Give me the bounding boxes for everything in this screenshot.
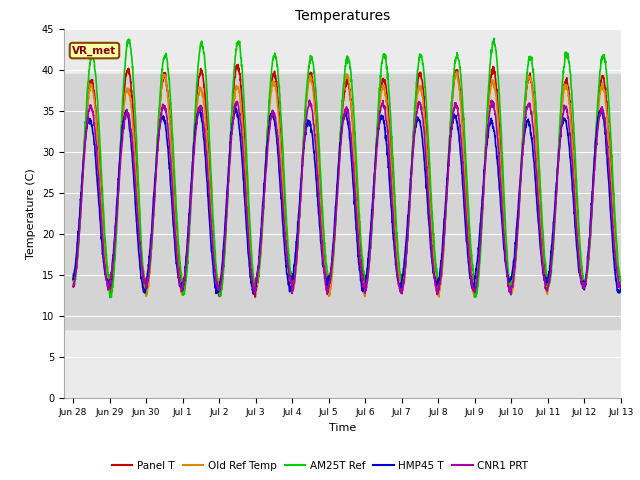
Bar [64,74,621,329]
Y-axis label: Temperature (C): Temperature (C) [26,168,36,259]
Text: VR_met: VR_met [72,46,116,56]
Title: Temperatures: Temperatures [295,10,390,24]
X-axis label: Time: Time [329,423,356,432]
Legend: Panel T, Old Ref Temp, AM25T Ref, HMP45 T, CNR1 PRT: Panel T, Old Ref Temp, AM25T Ref, HMP45 … [108,456,532,475]
